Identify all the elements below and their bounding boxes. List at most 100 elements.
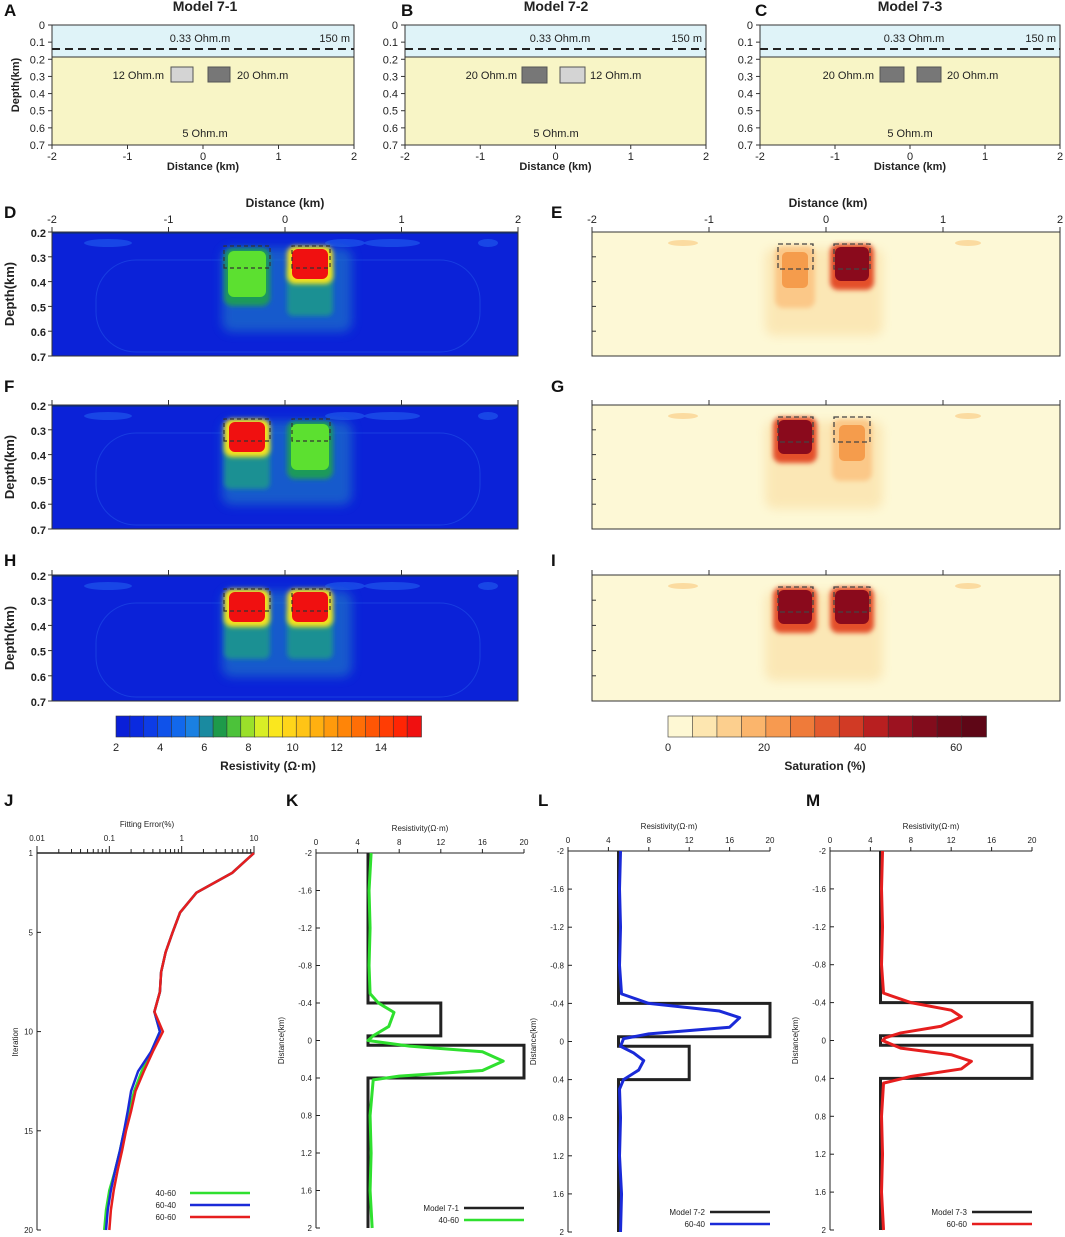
y-tick-label: -2: [305, 849, 313, 858]
y-tick-label: -0.4: [550, 999, 564, 1008]
y-tick-label: 0.8: [301, 1112, 313, 1121]
model-axes: 0 0.1 0.2 0.3 0.4 0.5 0.6 0.7-2 -1 0 1 2 Distance (k…: [738, 20, 1063, 173]
water-layer: [404, 24, 707, 58]
colorbar-cell: [240, 715, 256, 738]
colorbar-cell: [406, 715, 422, 738]
colorbar-cell: [323, 715, 339, 738]
right-block-label: 20 Ohm.m: [947, 70, 998, 82]
saturation-section: -2 -1 0 1 2: [587, 214, 1063, 357]
earth-layer: [51, 56, 355, 146]
y-tick-label: 1.2: [301, 1149, 313, 1158]
tick-label: 0.7: [383, 140, 398, 152]
tick-label: 0.7: [738, 140, 753, 152]
series-line: [880, 850, 973, 1231]
y-tick-label: 0.8: [553, 1114, 565, 1123]
x-tick-label: 0: [282, 214, 288, 226]
y-tick-label: 0.4: [31, 278, 47, 290]
tick-label: 0.4: [383, 89, 398, 101]
x-tick-label: 0: [828, 836, 833, 845]
tick-label: 2: [351, 151, 357, 163]
bottom-label: 5 Ohm.m: [887, 128, 932, 140]
y-tick-label: -1.6: [550, 885, 564, 894]
colorbar-cell: [115, 715, 131, 738]
panel-letter: L: [538, 791, 548, 810]
colorbar-cell: [337, 715, 353, 738]
panel-letter: E: [551, 203, 562, 222]
panel-h: H 0.2 0.3 0.4 0.5 0.6 0.7 Depth(km): [2, 551, 519, 709]
tick-label: -2: [400, 151, 410, 163]
panel-c: C Model 7-3 0.33 Ohm.m 150 m 20 Ohm.m 20…: [738, 0, 1063, 173]
model-outline: [833, 586, 871, 613]
y-tick-label: -0.4: [298, 999, 312, 1008]
colorbar-cell: [351, 715, 367, 738]
legend-label: Model 7-2: [669, 1208, 705, 1217]
x-tick-label: 0: [314, 838, 319, 847]
x-axis-title: Distance (km): [246, 196, 325, 210]
tick-label: 0: [200, 151, 206, 163]
resistivity-section: -2 -1 0 1 2 0.2 0.3 0.4 0.5 0.6 0.7 Depth(km): [2, 214, 521, 364]
y-tick-label: 0.3: [31, 426, 46, 438]
panel-letter: B: [401, 1, 413, 20]
x-axis-title: Distance (km): [789, 196, 868, 210]
x-tick-label: 10: [250, 834, 259, 843]
series-line: [104, 852, 255, 1231]
colorbar-cell: [392, 715, 408, 738]
legend-label: 60-40: [685, 1220, 706, 1229]
panel-b: B Model 7-2 0.33 Ohm.m 150 m 20 Ohm.m 12…: [383, 0, 709, 173]
y-tick-label: 2: [308, 1224, 313, 1233]
y-tick-label: 0.2: [31, 228, 46, 240]
shallow-anomaly: [478, 582, 498, 590]
shallow-anomaly: [478, 239, 498, 247]
y-tick-label: 0.6: [31, 672, 46, 684]
colorbar-cell: [309, 715, 325, 738]
x-tick-label: 0.1: [104, 834, 116, 843]
bottom-label: 5 Ohm.m: [182, 128, 227, 140]
y-tick-label: 15: [24, 1127, 33, 1136]
y-axis-title: Distance(km): [529, 1018, 538, 1065]
top-layer-label: 0.33 Ohm.m: [170, 33, 231, 45]
shallow-anomaly: [668, 413, 698, 419]
profile-plot: 0 4 8 12 16 20Resistivity(Ω·m)-2-1.6-1.2-0.8-…: [277, 824, 529, 1233]
panel-l: L 0 4 8 12 16 20Resistivity(Ω·m)-2-1.6-1.2-0.…: [529, 791, 775, 1237]
x-tick-label: 20: [1028, 836, 1037, 845]
colorbar-cell: [863, 715, 889, 738]
y-tick-label: -2: [557, 847, 565, 856]
y-tick-label: -0.8: [298, 962, 312, 971]
left-block-label: 20 Ohm.m: [823, 70, 874, 82]
tick-label: 0.3: [30, 71, 45, 83]
legend-label: 60-60: [156, 1213, 177, 1222]
saturation-section: [591, 400, 1061, 530]
anomaly-core: [835, 247, 869, 281]
y-tick-label: 20: [24, 1226, 33, 1235]
shallow-anomaly: [668, 583, 698, 589]
panel-k: K 0 4 8 12 16 20Resistivity(Ω·m)-2-1.6-1.2-0.…: [277, 791, 529, 1233]
series-line: [366, 852, 505, 1229]
tick-label: 0.3: [383, 71, 398, 83]
x-tick-label: 1: [398, 214, 404, 226]
panel-letter: M: [806, 791, 820, 810]
tick-label: 0.2: [30, 54, 45, 66]
panel-letter: F: [4, 377, 14, 396]
tick-label: 0: [907, 151, 913, 163]
left-block-label: 12 Ohm.m: [113, 70, 164, 82]
y-tick-label: 2: [560, 1228, 565, 1237]
x-tick-label: 1: [940, 214, 946, 226]
shallow-anomaly: [84, 412, 132, 420]
shallow-anomaly: [84, 582, 132, 590]
model-outline: [223, 418, 271, 442]
y-tick-label: 0.7: [31, 352, 46, 364]
x-tick-label: 20: [766, 836, 775, 845]
anomaly-core: [778, 420, 812, 454]
colorbar-cell: [936, 715, 963, 738]
tick-label: 0.6: [738, 123, 753, 135]
x-tick-label: 8: [397, 838, 402, 847]
legend-label: 60-60: [947, 1220, 968, 1229]
shallow-anomaly: [668, 240, 698, 246]
tick-label: 0.2: [383, 54, 398, 66]
tick-label: 0.2: [738, 54, 753, 66]
y-axis-title: Depth(km): [2, 262, 17, 326]
anomaly-core: [292, 249, 328, 279]
tick-label: -1: [123, 151, 133, 163]
y-tick-label: 0.4: [301, 1074, 313, 1083]
